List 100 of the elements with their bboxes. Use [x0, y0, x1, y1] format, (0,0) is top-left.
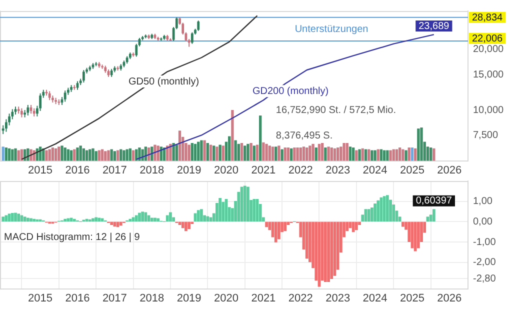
- x-tick-label: 2019: [176, 164, 202, 176]
- x-tick-label: 2017: [102, 164, 127, 176]
- candlestick: [20, 108, 23, 118]
- y-tick-label: -1,00: [473, 236, 496, 248]
- y-tick-label: 1,00: [473, 196, 493, 208]
- bar: [88, 219, 92, 222]
- x-tick-label: 2020: [214, 292, 238, 304]
- bar: [181, 222, 184, 228]
- bar: [26, 218, 30, 222]
- bar: [110, 222, 114, 226]
- bar: [376, 200, 380, 222]
- ref-line-label: 28,834: [472, 12, 504, 24]
- bar: [128, 218, 132, 222]
- bar: [324, 222, 327, 282]
- annotation: S.: [323, 130, 333, 142]
- y2-tick-label: 16,752,990: [276, 104, 326, 116]
- bar: [72, 218, 76, 222]
- bar: [113, 222, 116, 226]
- bar: [222, 202, 225, 222]
- bar: [327, 222, 330, 282]
- bar: [134, 215, 138, 222]
- x-tick-label: 2025: [400, 164, 424, 176]
- bar: [206, 216, 210, 222]
- bar: [169, 212, 172, 222]
- series-label: GD200 (monthly): [252, 86, 329, 97]
- bar: [196, 210, 200, 222]
- x-tick-label: 2026: [437, 292, 462, 304]
- bar: [374, 203, 376, 222]
- bar: [252, 198, 256, 222]
- bar: [138, 212, 141, 222]
- bar: [32, 218, 36, 222]
- bar: [218, 198, 222, 222]
- bar: [154, 218, 156, 222]
- bar: [370, 208, 374, 222]
- bar: [278, 222, 280, 240]
- bar: [20, 215, 24, 222]
- bar: [354, 222, 358, 230]
- data-label: 23,689: [418, 20, 450, 32]
- bar: [432, 209, 436, 222]
- x-tick-label: 2025: [400, 292, 424, 304]
- bar: [352, 222, 355, 232]
- candlestick: [26, 104, 30, 116]
- x-tick-label: 2023: [326, 292, 350, 304]
- bar: [184, 222, 188, 232]
- x-tick-label: 2020: [214, 164, 238, 176]
- annotation: St. / 572,5 Mio.: [328, 104, 396, 116]
- x-tick-label: 2023: [326, 164, 350, 176]
- bar: [98, 218, 101, 222]
- candlestick: [197, 20, 200, 32]
- candlestick: [82, 70, 85, 83]
- y-tick-label: 10,000: [473, 104, 504, 116]
- x-tick-label: 2024: [362, 292, 388, 304]
- bar: [2, 216, 5, 222]
- x-tick-label: 2019: [176, 292, 202, 304]
- x-tick-label: 2022: [288, 292, 313, 304]
- bar: [119, 222, 122, 226]
- candlestick: [64, 90, 66, 102]
- y2-tick-label: 8,376,495: [276, 130, 321, 142]
- x-tick-label: 2021: [251, 292, 276, 304]
- x-tick-label: 2024: [362, 164, 388, 176]
- bar: [265, 222, 268, 228]
- bar: [416, 222, 420, 248]
- x-tick-label: 2016: [65, 292, 90, 304]
- bar: [14, 212, 17, 222]
- bar: [147, 215, 150, 222]
- bar: [30, 218, 32, 222]
- bar: [305, 222, 308, 259]
- bar: [330, 222, 334, 279]
- bar: [23, 216, 26, 222]
- bar: [392, 204, 396, 222]
- data-label: 0,60397: [416, 196, 452, 207]
- y-tick-label: 7,500: [473, 130, 498, 141]
- bar: [426, 216, 430, 222]
- bar: [274, 222, 278, 242]
- bar: [386, 195, 389, 222]
- y-tick-label: 0,00: [473, 216, 493, 228]
- x-tick-label: 2015: [28, 164, 53, 176]
- bar: [70, 218, 73, 222]
- bar: [200, 209, 203, 222]
- x-tick-label: 2016: [65, 164, 90, 176]
- bar: [243, 186, 246, 222]
- y-tick-label: -2,80: [473, 273, 496, 284]
- x-tick-label: 2022: [288, 164, 313, 176]
- text: MACD Histogramm: 12 | 26 | 9: [4, 232, 140, 243]
- bar: [401, 222, 404, 227]
- x-tick-label: 2018: [140, 164, 164, 176]
- bar: [156, 218, 160, 222]
- x-tick-label: 2026: [437, 164, 462, 176]
- y-tick-label: -2,00: [473, 257, 496, 268]
- bar: [64, 218, 67, 222]
- x-tick-label: 2015: [28, 292, 53, 304]
- bar: [4, 215, 8, 222]
- bar: [92, 218, 94, 222]
- bar: [367, 209, 370, 222]
- bar: [141, 212, 144, 222]
- bar: [94, 217, 98, 222]
- candlestick: [190, 32, 194, 44]
- annotation: Unterstützungen: [294, 24, 368, 36]
- y-tick-label: 15,000: [473, 69, 504, 80]
- bar: [144, 212, 148, 222]
